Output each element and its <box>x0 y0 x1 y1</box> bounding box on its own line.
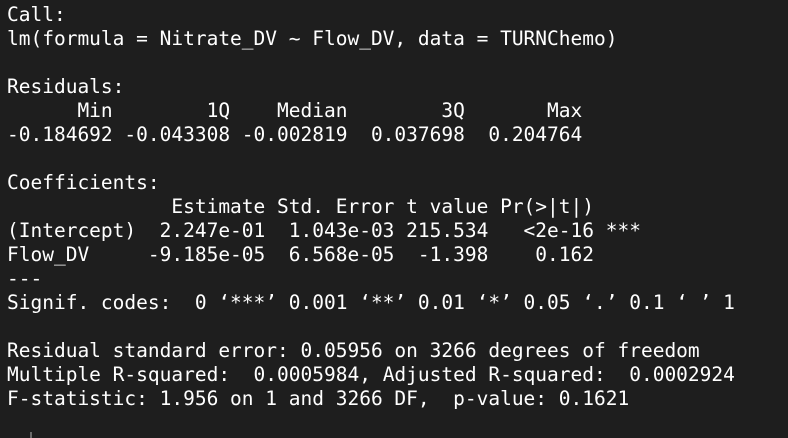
coefficients-row-intercept: (Intercept) 2.247e-01 1.043e-03 215.534 … <box>7 219 641 242</box>
residuals-header: Residuals: <box>7 75 125 98</box>
blank-line <box>7 315 788 339</box>
residuals-labels: Min 1Q Median 3Q Max <box>7 99 594 122</box>
residuals-values: -0.184692 -0.043308 -0.002819 0.037698 0… <box>7 123 594 146</box>
residual-standard-error: Residual standard error: 0.05956 on 3266… <box>7 339 700 362</box>
coefficients-column-header: Estimate Std. Error t value Pr(>|t|) <box>7 195 641 218</box>
blank-line <box>7 51 788 75</box>
coefficients-header: Coefficients: <box>7 171 160 194</box>
call-header: Call: <box>7 3 66 26</box>
signif-codes: Signif. codes: 0 ‘***’ 0.001 ‘**’ 0.01 ‘… <box>7 291 735 314</box>
r-squared-line: Multiple R-squared: 0.0005984, Adjusted … <box>7 363 747 386</box>
f-statistic-line: F-statistic: 1.956 on 1 and 3266 DF, p-v… <box>7 387 630 410</box>
blank-line <box>7 147 788 171</box>
call-formula: lm(formula = Nitrate_DV ~ Flow_DV, data … <box>7 27 618 50</box>
coefficients-separator: --- <box>7 267 43 290</box>
console-cursor <box>30 432 32 438</box>
coefficients-row-flow: Flow_DV -9.185e-05 6.568e-05 -1.398 0.16… <box>7 243 641 266</box>
